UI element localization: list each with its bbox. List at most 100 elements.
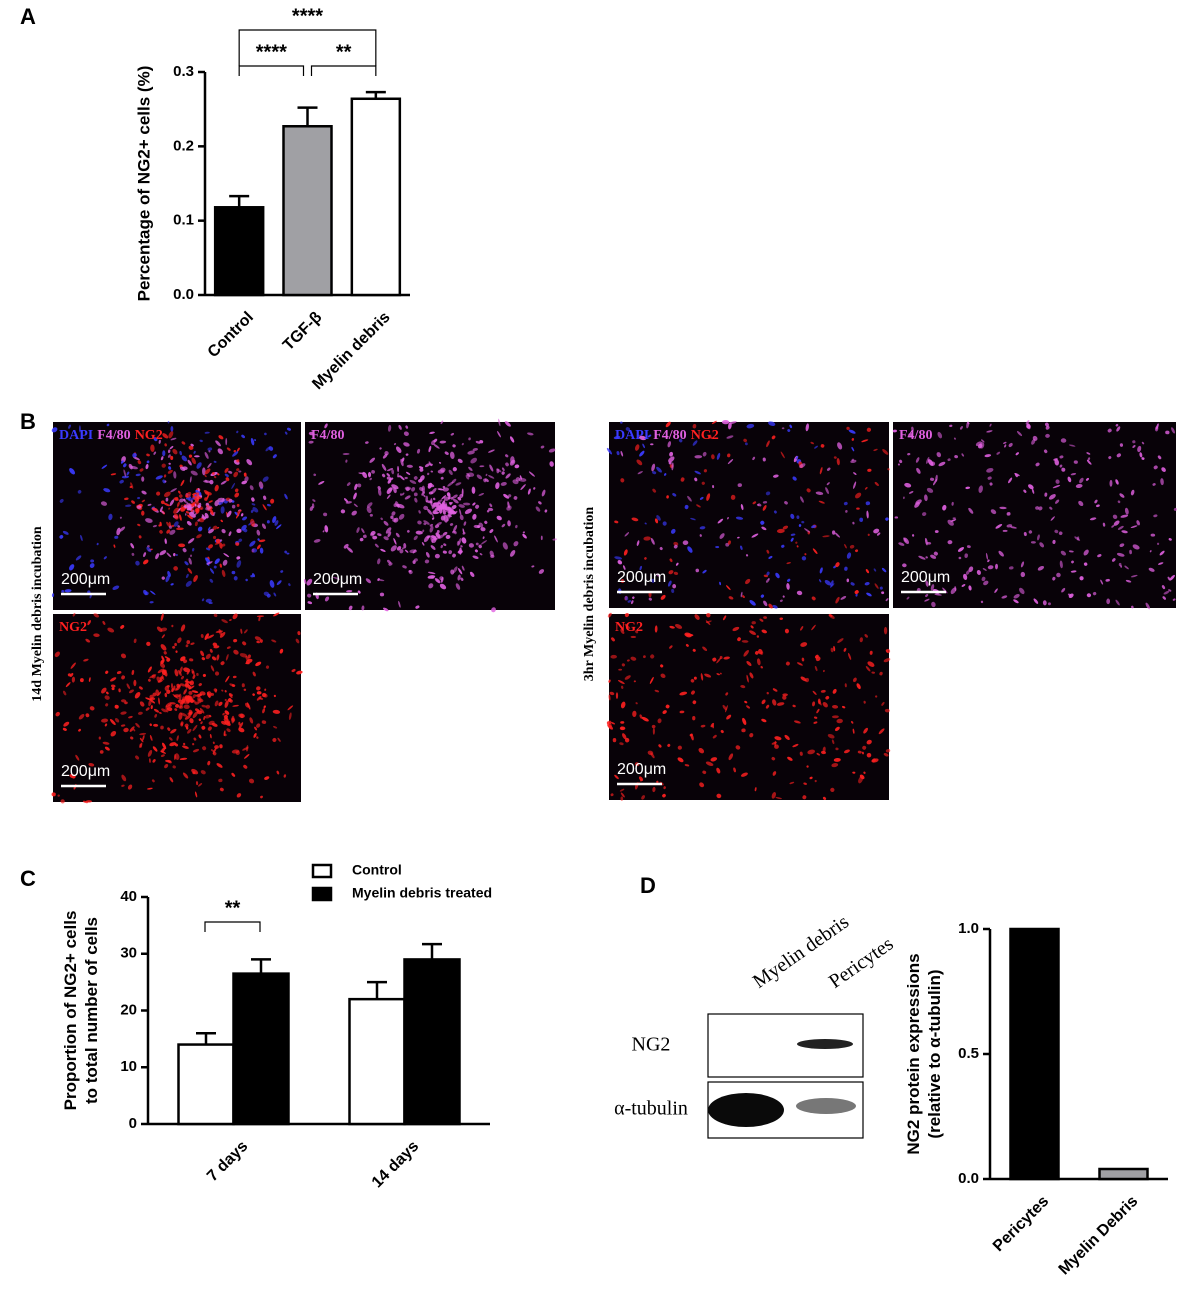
legend-swatch xyxy=(311,863,333,879)
cell xyxy=(837,442,843,450)
cell xyxy=(930,584,935,591)
cell xyxy=(283,774,287,778)
cell xyxy=(272,516,277,524)
micrograph xyxy=(51,612,303,804)
cell xyxy=(942,587,948,594)
cell xyxy=(762,501,768,504)
cell xyxy=(279,648,284,654)
cell xyxy=(1004,444,1007,448)
cell xyxy=(866,752,872,758)
cell xyxy=(866,510,869,519)
cell xyxy=(167,704,172,708)
cell xyxy=(771,792,777,799)
cell xyxy=(442,485,446,489)
cell xyxy=(668,570,674,575)
cell xyxy=(742,717,747,725)
cell xyxy=(850,459,857,464)
cell xyxy=(684,632,692,638)
cell xyxy=(914,501,920,508)
cell xyxy=(1173,507,1178,511)
cell xyxy=(225,477,230,482)
cell xyxy=(190,554,193,558)
cell xyxy=(505,462,509,467)
cell xyxy=(214,700,219,707)
cell xyxy=(636,459,643,466)
cell xyxy=(772,688,778,692)
cell xyxy=(189,476,192,483)
cell xyxy=(452,524,458,533)
cell xyxy=(690,517,696,521)
cell xyxy=(173,521,179,527)
cell xyxy=(189,658,194,662)
cell xyxy=(505,454,509,458)
cell xyxy=(370,530,376,536)
cell xyxy=(518,477,527,482)
cell xyxy=(365,578,371,584)
cell xyxy=(482,536,485,540)
cell xyxy=(763,574,769,578)
cell xyxy=(1124,565,1129,570)
cell xyxy=(114,704,119,709)
cell xyxy=(885,517,889,521)
cell xyxy=(649,676,654,685)
cell xyxy=(191,690,199,694)
cell xyxy=(250,518,255,527)
cell xyxy=(682,540,689,545)
cell xyxy=(873,448,878,452)
cell xyxy=(746,705,751,709)
cell xyxy=(186,640,191,645)
cell xyxy=(652,488,657,493)
cell xyxy=(806,488,811,493)
cell xyxy=(467,450,475,455)
cell xyxy=(507,501,510,509)
cell xyxy=(897,463,900,466)
cell xyxy=(419,487,424,492)
cell xyxy=(106,423,110,427)
cell xyxy=(405,453,409,456)
cell xyxy=(632,710,637,718)
cell xyxy=(1044,492,1048,497)
bar xyxy=(350,97,402,297)
cell xyxy=(166,689,171,694)
cell xyxy=(142,735,145,741)
cell xyxy=(162,433,169,439)
panel-label: C xyxy=(20,866,36,891)
cell xyxy=(519,475,523,480)
cell xyxy=(133,638,137,644)
cell xyxy=(397,475,401,478)
cell xyxy=(164,443,167,447)
cell xyxy=(264,688,267,691)
cell xyxy=(620,629,625,634)
cell xyxy=(125,504,132,507)
cell xyxy=(800,496,804,503)
cell xyxy=(963,573,968,580)
cell xyxy=(662,710,667,715)
cell xyxy=(883,752,889,757)
cell xyxy=(206,691,211,699)
cell xyxy=(987,476,992,480)
cell xyxy=(183,742,186,746)
cell xyxy=(219,563,222,568)
cell xyxy=(161,708,167,713)
cell xyxy=(705,620,712,624)
cell xyxy=(663,786,666,790)
cell xyxy=(59,498,64,503)
cell xyxy=(982,568,987,571)
cell xyxy=(448,550,453,555)
cell xyxy=(393,537,397,545)
cell xyxy=(442,531,448,536)
cell xyxy=(166,552,172,558)
cell xyxy=(427,472,430,476)
cell xyxy=(170,425,174,432)
cell xyxy=(443,543,447,547)
cell xyxy=(785,661,790,666)
cell xyxy=(852,728,855,734)
cell xyxy=(1100,579,1104,585)
cell xyxy=(377,533,382,537)
cell xyxy=(166,685,170,688)
cell xyxy=(231,772,236,777)
cell xyxy=(634,762,640,767)
cell xyxy=(252,671,256,677)
cell xyxy=(202,673,206,677)
cell xyxy=(843,749,850,754)
